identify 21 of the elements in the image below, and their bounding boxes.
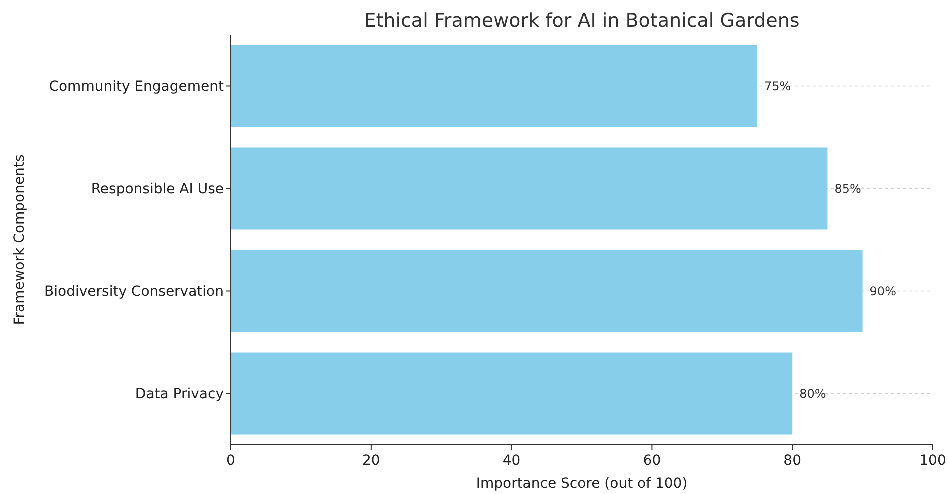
data-label: 85%	[834, 182, 862, 196]
y-tick-label: Data Privacy	[135, 386, 224, 403]
x-tick-label: 60	[643, 453, 662, 469]
y-tick-label: Biodiversity Conservation	[44, 284, 224, 300]
x-axis-title: Importance Score (out of 100)	[476, 476, 688, 492]
data-label: 80%	[800, 386, 826, 401]
bar	[231, 45, 758, 128]
x-tick-label: 40	[502, 453, 521, 469]
y-tick-label: Responsible AI Use	[91, 182, 224, 198]
bar	[231, 148, 828, 230]
x-tick-label: 80	[784, 453, 802, 469]
bar	[231, 250, 863, 332]
x-tick-label: 20	[362, 453, 380, 469]
bar	[231, 352, 793, 435]
chart-title: Ethical Framework for AI in Botanical Gardens	[364, 10, 800, 32]
y-tick-label: Community Engagement	[49, 79, 225, 96]
x-tick-label: 0	[226, 453, 236, 469]
data-label: 90%	[870, 284, 896, 298]
y-axis-title: Framework Components	[12, 154, 28, 326]
x-tick-label: 100	[920, 453, 946, 469]
data-label: 75%	[764, 79, 792, 94]
